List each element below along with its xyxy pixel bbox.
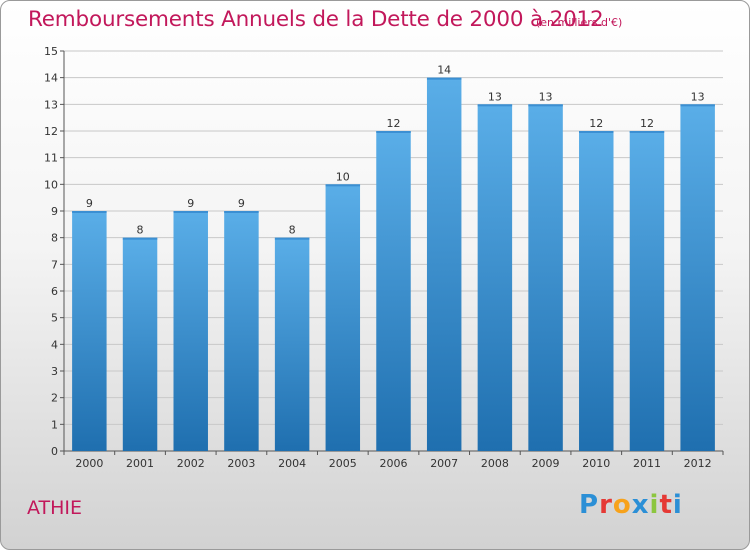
y-tick-label: 14 xyxy=(44,72,58,85)
bar xyxy=(629,131,665,451)
x-tick-label: 2007 xyxy=(430,457,458,470)
chart-title: Remboursements Annuels de la Dette de 20… xyxy=(28,7,604,32)
x-tick-label: 2010 xyxy=(582,457,610,470)
x-tick-label: 2006 xyxy=(380,457,408,470)
x-tick-label: 2009 xyxy=(532,457,560,470)
x-tick-label: 2004 xyxy=(278,457,306,470)
data-label: 9 xyxy=(86,197,93,210)
bar xyxy=(274,237,310,451)
bar-top-edge xyxy=(72,211,107,213)
bar xyxy=(579,131,614,451)
y-tick-label: 15 xyxy=(44,45,58,58)
bar xyxy=(680,104,715,451)
logo-letter: o xyxy=(612,490,632,520)
logo-letter: x xyxy=(631,490,650,520)
chart-subtitle: (en milliers d'€) xyxy=(536,16,623,29)
y-tick-label: 12 xyxy=(44,125,58,138)
data-label: 8 xyxy=(289,224,296,237)
x-tick-label: 2005 xyxy=(329,457,357,470)
logo-letter: i xyxy=(649,490,660,520)
x-tick-label: 2012 xyxy=(684,457,712,470)
y-tick-label: 11 xyxy=(44,152,58,165)
place-name: ATHIE xyxy=(27,497,83,519)
bar-top-edge xyxy=(528,104,563,107)
y-tick-label: 10 xyxy=(44,178,58,191)
y-tick-label: 9 xyxy=(51,205,58,218)
y-tick-label: 7 xyxy=(51,258,58,271)
y-tick-label: 2 xyxy=(51,392,58,405)
y-tick-label: 13 xyxy=(44,98,58,111)
bar-top-edge xyxy=(274,237,310,240)
data-label: 9 xyxy=(238,197,245,210)
y-tick-label: 6 xyxy=(51,285,58,298)
data-label: 13 xyxy=(488,90,502,103)
x-tick-label: 2003 xyxy=(227,457,255,470)
x-tick-label: 2002 xyxy=(177,457,205,470)
bar-top-edge xyxy=(173,211,208,213)
bar-top-edge xyxy=(579,131,614,133)
x-tick-label: 2008 xyxy=(481,457,509,470)
data-label: 9 xyxy=(187,197,194,210)
y-tick-label: 8 xyxy=(51,232,58,245)
data-label: 8 xyxy=(137,224,144,237)
bar xyxy=(72,211,107,451)
y-tick-label: 3 xyxy=(51,365,58,378)
x-tick-label: 2000 xyxy=(75,457,103,470)
data-label: 12 xyxy=(640,117,654,130)
logo-letter: i xyxy=(672,490,683,520)
bar xyxy=(528,104,563,451)
logo-letter: t xyxy=(659,490,673,520)
y-tick-label: 5 xyxy=(51,312,58,325)
proxiti-logo: Proxiti xyxy=(579,490,683,520)
data-label: 14 xyxy=(437,64,451,77)
bar xyxy=(426,77,462,452)
bar xyxy=(477,104,513,451)
bar-top-edge xyxy=(224,211,259,213)
data-label: 12 xyxy=(589,117,603,130)
bar xyxy=(376,131,411,451)
bar xyxy=(325,184,361,452)
y-tick-label: 1 xyxy=(51,418,58,431)
bar-top-edge xyxy=(680,104,715,107)
x-tick-label: 2011 xyxy=(633,457,661,470)
data-label: 13 xyxy=(539,90,553,103)
bar-top-edge xyxy=(426,77,462,80)
y-tick-label: 4 xyxy=(51,338,58,351)
bar-top-edge xyxy=(376,131,411,133)
data-label: 10 xyxy=(336,170,350,183)
bar xyxy=(173,211,208,451)
bar-top-edge xyxy=(477,104,513,107)
logo-letter: P xyxy=(579,490,600,520)
x-tick-label: 2001 xyxy=(126,457,154,470)
bar-top-edge xyxy=(629,131,665,133)
bar xyxy=(224,211,259,451)
bar xyxy=(122,237,158,451)
bar-top-edge xyxy=(122,237,158,240)
bar-top-edge xyxy=(325,184,361,187)
y-tick-label: 0 xyxy=(51,445,58,458)
data-label: 13 xyxy=(691,90,705,103)
data-label: 12 xyxy=(387,117,401,130)
logo-letter: r xyxy=(599,490,613,520)
